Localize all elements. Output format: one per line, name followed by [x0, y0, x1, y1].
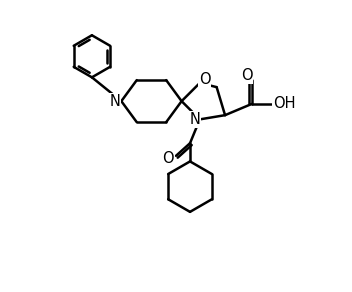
Text: O: O	[241, 68, 252, 84]
Text: OH: OH	[273, 96, 295, 112]
Text: O: O	[162, 151, 174, 166]
Text: O: O	[199, 72, 211, 87]
Text: N: N	[110, 94, 121, 109]
Text: N: N	[189, 112, 200, 127]
